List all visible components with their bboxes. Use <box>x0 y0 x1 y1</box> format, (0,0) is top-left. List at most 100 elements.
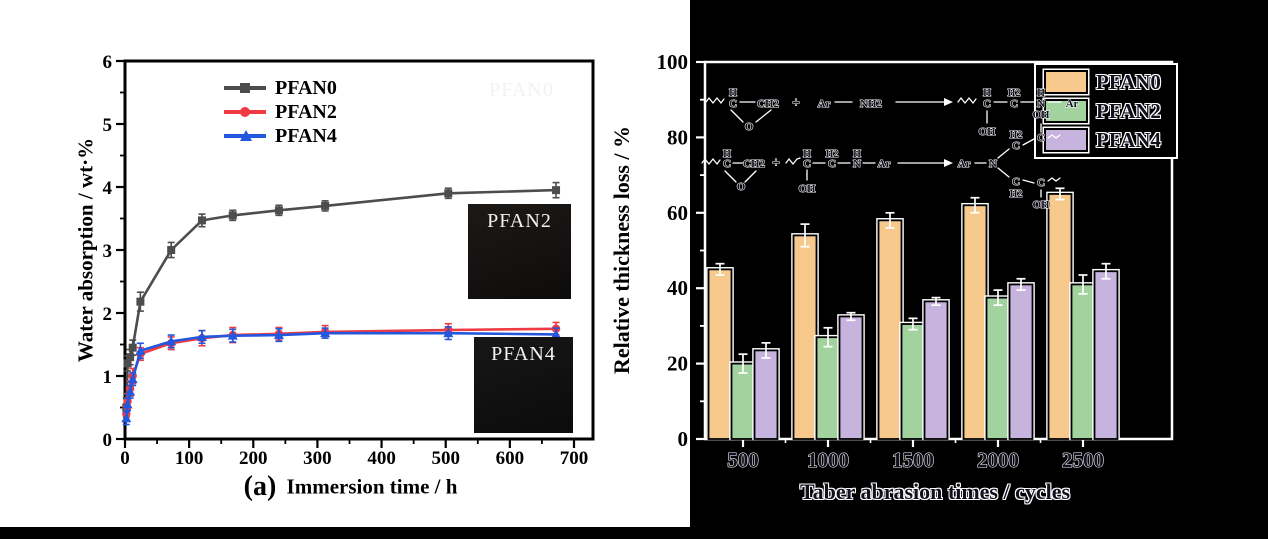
pfan4-swatch-icon <box>1044 128 1088 152</box>
svg-text:H2: H2 <box>826 149 839 160</box>
svg-text:0: 0 <box>103 430 113 451</box>
pfan4-line-marker-icon <box>224 130 266 141</box>
svg-text:700: 700 <box>560 448 589 469</box>
inset-label: PFAN4 <box>491 343 556 365</box>
left-legend-label: PFAN0 <box>275 76 337 99</box>
svg-text:N: N <box>1037 98 1045 110</box>
bar-pfan0-1000 <box>792 234 818 440</box>
data-point <box>167 246 176 254</box>
data-point <box>227 330 238 340</box>
svg-text:+: + <box>792 96 800 111</box>
reaction-1: H C CH2 O + Ar NH2 H C OH H2 C H N Ar <box>705 87 1079 139</box>
bars-pfan4 <box>752 262 1120 441</box>
data-point <box>127 374 138 384</box>
data-point <box>321 201 330 210</box>
svg-text:80: 80 <box>667 125 688 149</box>
svg-text:40: 40 <box>667 276 688 300</box>
pfan0-swatch-icon <box>1044 70 1088 94</box>
series-pfan0 <box>122 181 561 418</box>
svg-text:C: C <box>729 98 737 110</box>
right-legend-item-pfan2: PFAN2 <box>1044 99 1176 123</box>
svg-text:500: 500 <box>431 448 460 469</box>
svg-text:H: H <box>803 149 811 160</box>
right-chart: 0 20 40 60 80 100 500 1000 1500 2000 2500 <box>657 50 1174 473</box>
right-legend-item-pfan0: PFAN0 <box>1044 69 1176 94</box>
left-legend-label: PFAN4 <box>275 124 337 147</box>
category-label: 1500 <box>892 448 934 472</box>
bars-pfan0 <box>706 187 1074 441</box>
svg-text:N: N <box>989 158 997 170</box>
left-axis-ticks: 0 100 200 300 400 500 600 700 0 1 2 3 4 5 6 <box>103 52 589 469</box>
svg-text:0: 0 <box>678 427 689 451</box>
right-x-axis-title: Taber abrasion times / cycles <box>799 479 1071 504</box>
right-legend-label: PFAN0 <box>1096 69 1161 94</box>
left-legend-item-pfan2: PFAN2 <box>224 100 337 124</box>
svg-text:CH2: CH2 <box>743 158 766 170</box>
data-point <box>128 343 137 352</box>
data-point <box>196 331 207 341</box>
pfan0-line-marker-icon <box>224 83 266 93</box>
svg-text:Ar: Ar <box>878 158 891 170</box>
data-point <box>443 328 454 338</box>
data-point <box>444 189 453 198</box>
svg-text:200: 200 <box>239 448 268 469</box>
svg-text:H: H <box>723 149 731 160</box>
bar-pfan0-500 <box>707 268 733 440</box>
pfan2-swatch-icon <box>1044 99 1088 123</box>
svg-text:H2: H2 <box>1008 88 1021 99</box>
left-legend: PFAN0 PFAN2 PFAN4 <box>224 76 337 148</box>
data-point <box>121 413 132 423</box>
data-point <box>126 353 135 362</box>
right-legend-label: PFAN4 <box>1096 127 1161 152</box>
data-point <box>125 386 136 396</box>
epoxy-amine-reaction-scheme: H C CH2 O + Ar NH2 H C OH H2 C H N Ar <box>701 87 1079 211</box>
inset-photo-pfan2: PFAN2 <box>468 204 571 299</box>
svg-text:N: N <box>853 158 861 170</box>
inset-photo-pfan0: PFAN0 <box>470 73 573 169</box>
right-legend-item-pfan4: PFAN4 <box>1044 127 1176 152</box>
panel-a-letter: (a) <box>243 471 277 502</box>
bar-pfan0-2500 <box>1047 193 1073 440</box>
svg-text:C: C <box>1012 176 1020 188</box>
svg-text:600: 600 <box>496 448 525 469</box>
bar-pfan2-1000 <box>815 336 841 440</box>
left-y-axis-title: Water absorption / wt·% <box>73 137 98 363</box>
right-axis-ticks: 0 20 40 60 80 100 500 1000 1500 2000 2500 <box>657 50 1105 473</box>
data-point <box>122 399 133 409</box>
data-point <box>274 206 283 215</box>
bar-pfan2-2000 <box>985 296 1011 440</box>
bar-pfan4-2500 <box>1093 270 1119 440</box>
data-point <box>166 336 177 346</box>
category-label: 1000 <box>807 448 849 472</box>
svg-text:H: H <box>853 149 861 160</box>
inset-label: PFAN0 <box>489 79 554 101</box>
svg-text:C: C <box>1010 98 1018 110</box>
data-point <box>123 359 132 368</box>
data-point <box>273 330 284 340</box>
bar-pfan0-2000 <box>962 204 988 440</box>
svg-text:60: 60 <box>667 201 688 225</box>
data-point <box>197 216 206 225</box>
svg-text:H: H <box>1037 88 1045 99</box>
svg-text:C: C <box>983 98 991 110</box>
data-point <box>552 186 561 195</box>
bar-pfan4-1000 <box>838 315 864 440</box>
svg-text:20: 20 <box>667 352 688 376</box>
svg-text:4: 4 <box>103 178 113 199</box>
bar-pfan2-2500 <box>1070 283 1096 440</box>
left-legend-item-pfan0: PFAN0 <box>224 76 337 100</box>
left-legend-item-pfan4: PFAN4 <box>224 124 337 148</box>
pfan2-line-marker-icon <box>224 107 266 117</box>
svg-text:Ar: Ar <box>818 98 831 110</box>
category-label: 2000 <box>977 448 1019 472</box>
category-label: 500 <box>727 448 759 472</box>
svg-text:H: H <box>983 88 991 99</box>
svg-text:C: C <box>803 158 811 170</box>
inset-label: PFAN2 <box>487 210 552 232</box>
reaction-2: H C CH2 O + H C OH H2 C H N Ar Ar N <box>701 108 1061 211</box>
svg-text:100: 100 <box>175 448 204 469</box>
right-legend: PFAN0 PFAN2 PFAN4 <box>1034 63 1178 159</box>
right-y-axis-title: Relative thickness loss / % <box>609 125 634 375</box>
svg-text:Ar: Ar <box>958 158 971 170</box>
